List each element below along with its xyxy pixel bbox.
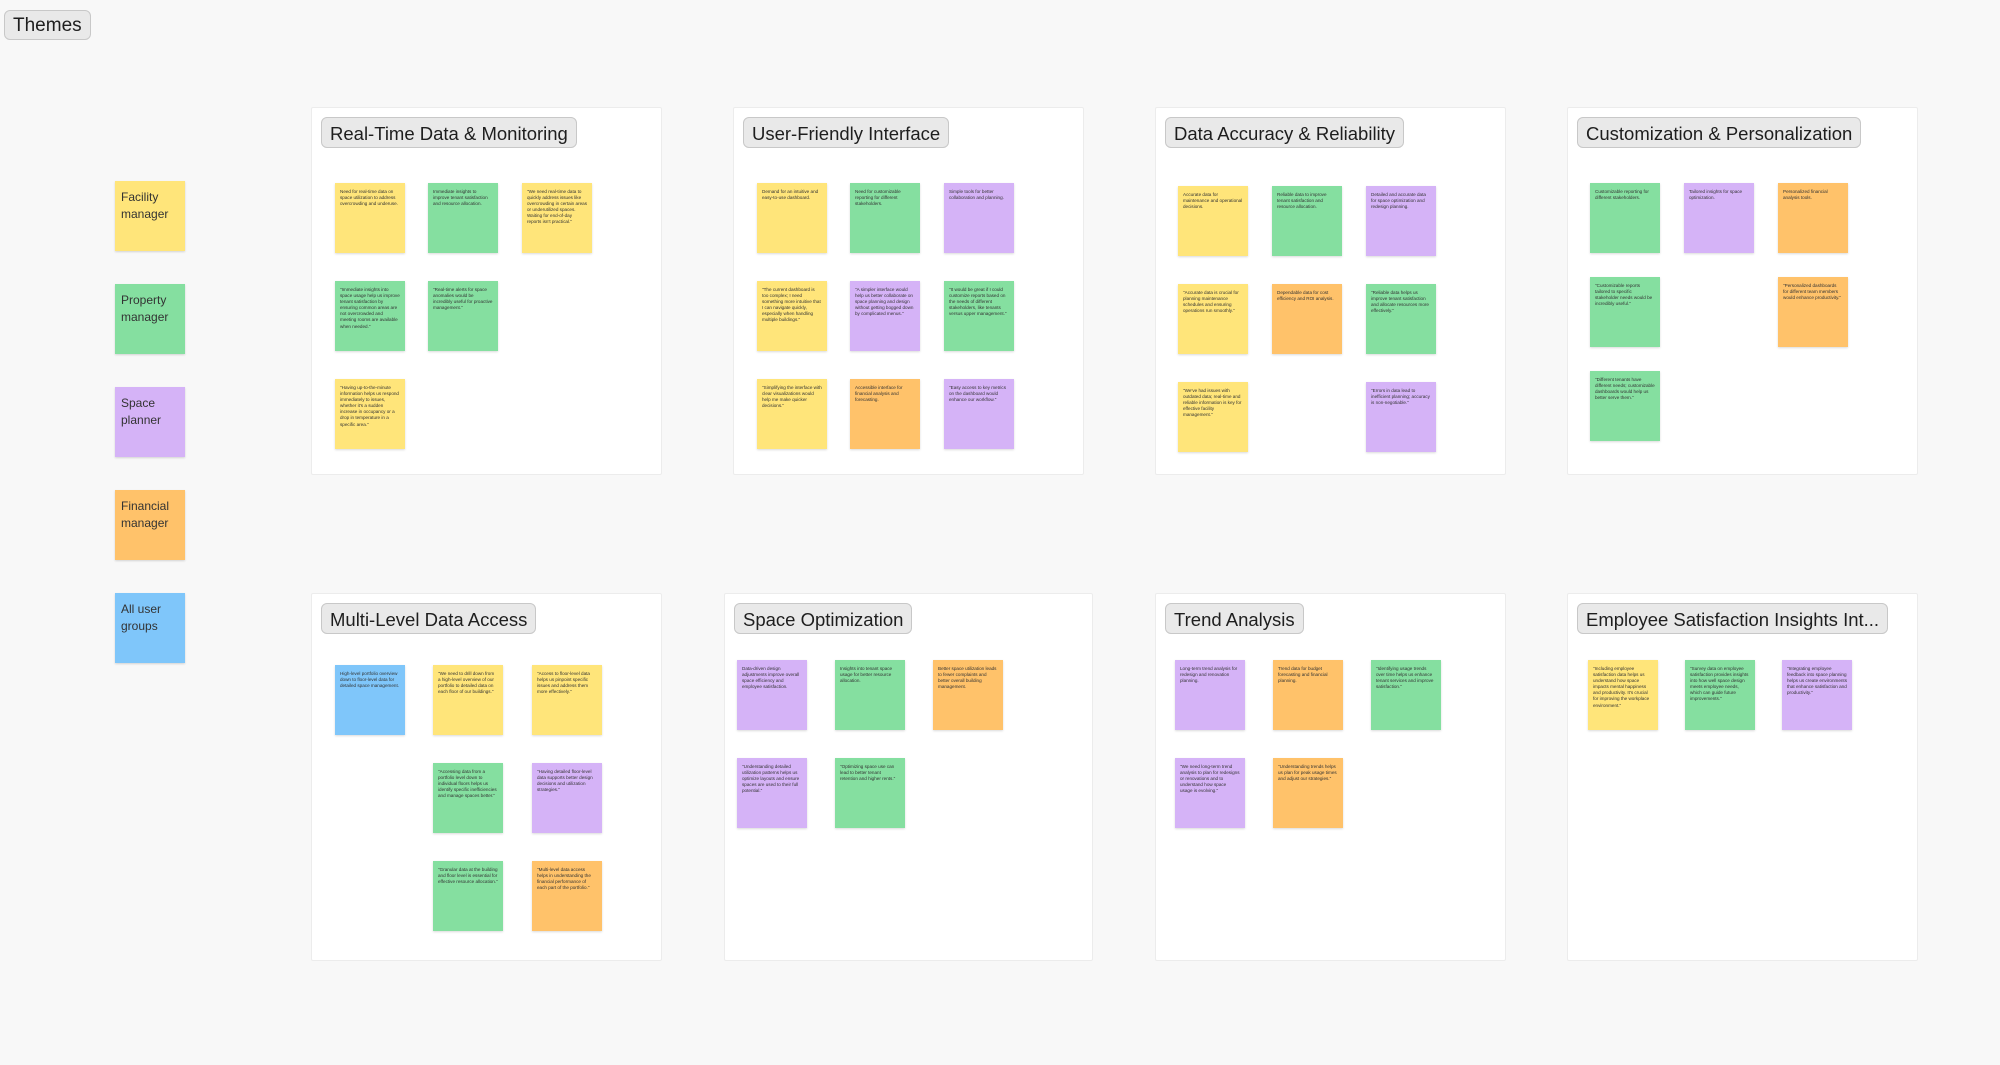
sticky-note[interactable]: "Personalized dashboards for different t…	[1778, 277, 1848, 347]
sticky-note[interactable]: "Simplifying the interface with clear vi…	[757, 379, 827, 449]
sticky-note[interactable]: "Easy access to key metrics on the dashb…	[944, 379, 1014, 449]
sticky-note[interactable]: "Accurate data is crucial for planning m…	[1178, 284, 1248, 354]
sticky-note[interactable]: "Optimizing space use can lead to better…	[835, 758, 905, 828]
sticky-note[interactable]: "Customizable reports tailored to specif…	[1590, 277, 1660, 347]
sticky-note[interactable]: "Having up-to-the-minute information hel…	[335, 379, 405, 449]
sticky-note[interactable]: "Having detailed floor-level data suppor…	[532, 763, 602, 833]
sticky-note[interactable]: "We've had issues with outdated data; re…	[1178, 382, 1248, 452]
sticky-note[interactable]: Demand for an intuitive and easy-to-use …	[757, 183, 827, 253]
section-title[interactable]: Customization & Personalization	[1577, 117, 1862, 148]
sticky-note[interactable]: "Different tenants have different needs;…	[1590, 371, 1660, 441]
section-title[interactable]: User-Friendly Interface	[743, 117, 950, 148]
sticky-note[interactable]: "Reliable data helps us improve tenant s…	[1366, 284, 1436, 354]
section-title[interactable]: Real-Time Data & Monitoring	[321, 117, 577, 148]
section-trend-analysis[interactable]: Trend Analysis Long-term trend analysis …	[1155, 593, 1506, 961]
legend-note-facility-manager[interactable]: Facility manager	[115, 181, 185, 251]
sticky-note[interactable]: "Including employee satisfaction data he…	[1588, 660, 1658, 730]
sticky-note[interactable]: "Errors in data lead to inefficient plan…	[1366, 382, 1436, 452]
sticky-note[interactable]: Customizable reporting for different sta…	[1590, 183, 1660, 253]
sticky-note[interactable]: Simple tools for better collaboration an…	[944, 183, 1014, 253]
sticky-note[interactable]: Insights into tenant space usage for bet…	[835, 660, 905, 730]
page-title: Themes	[4, 10, 91, 40]
sticky-note[interactable]: Need for customizable reporting for diff…	[850, 183, 920, 253]
sticky-note[interactable]: Immediate insights to improve tenant sat…	[428, 183, 498, 253]
sticky-note[interactable]: "Real-time alerts for space anomalies wo…	[428, 281, 498, 351]
section-customization-personalization[interactable]: Customization & Personalization Customiz…	[1567, 107, 1918, 475]
sticky-note[interactable]: Tailored insights for space optimization…	[1684, 183, 1754, 253]
section-title[interactable]: Space Optimization	[734, 603, 913, 634]
sticky-note[interactable]: Trend data for budget forecasting and fi…	[1273, 660, 1343, 730]
sticky-note[interactable]: Reliable data to improve tenant satisfac…	[1272, 186, 1342, 256]
sticky-note[interactable]: "The current dashboard is too complex; I…	[757, 281, 827, 351]
sticky-note[interactable]: "It would be great if I could customize …	[944, 281, 1014, 351]
legend-note-property-manager[interactable]: Property manager	[115, 284, 185, 354]
sticky-note[interactable]: High-level portfolio overview down to fl…	[335, 665, 405, 735]
section-title[interactable]: Employee Satisfaction Insights Int...	[1577, 603, 1889, 634]
section-multi-level-data-access[interactable]: Multi-Level Data Access High-level portf…	[311, 593, 662, 961]
sticky-note[interactable]: Need for real-time data on space utiliza…	[335, 183, 405, 253]
section-title[interactable]: Data Accuracy & Reliability	[1165, 117, 1405, 148]
sticky-note[interactable]: Dependable data for cost efficiency and …	[1272, 284, 1342, 354]
section-title[interactable]: Trend Analysis	[1165, 603, 1304, 634]
sticky-note[interactable]: Accurate data for maintenance and operat…	[1178, 186, 1248, 256]
sticky-note[interactable]: Long-term trend analysis for redesign an…	[1175, 660, 1245, 730]
sticky-note[interactable]: "Survey data on employee satisfaction pr…	[1685, 660, 1755, 730]
section-data-accuracy-reliability[interactable]: Data Accuracy & Reliability Accurate dat…	[1155, 107, 1506, 475]
sticky-note[interactable]: "Integrating employee feedback into spac…	[1782, 660, 1852, 730]
sticky-note[interactable]: "Understanding trends helps us plan for …	[1273, 758, 1343, 828]
section-real-time-data-monitoring[interactable]: Real-Time Data & Monitoring Need for rea…	[311, 107, 662, 475]
legend-note-all-user-groups[interactable]: All user groups	[115, 593, 185, 663]
sticky-note[interactable]: "Immediate insights into space usage hel…	[335, 281, 405, 351]
sticky-note[interactable]: "Access to floor-level data helps us pin…	[532, 665, 602, 735]
sticky-note[interactable]: "Understanding detailed utilization patt…	[737, 758, 807, 828]
sticky-note[interactable]: Data-driven design adjustments improve o…	[737, 660, 807, 730]
section-space-optimization[interactable]: Space Optimization Data-driven design ad…	[724, 593, 1093, 961]
sticky-note[interactable]: "A simpler interface would help us bette…	[850, 281, 920, 351]
section-employee-satisfaction-insights[interactable]: Employee Satisfaction Insights Int... "I…	[1567, 593, 1918, 961]
section-title[interactable]: Multi-Level Data Access	[321, 603, 537, 634]
sticky-note[interactable]: "Granular data at the building and floor…	[433, 861, 503, 931]
sticky-note[interactable]: Detailed and accurate data for space opt…	[1366, 186, 1436, 256]
sticky-note[interactable]: "Multi-level data access helps in unders…	[532, 861, 602, 931]
sticky-note[interactable]: Personalized financial analysis tools.	[1778, 183, 1848, 253]
legend-note-financial-manager[interactable]: Financial manager	[115, 490, 185, 560]
sticky-note[interactable]: "We need long-term trend analysis to pla…	[1175, 758, 1245, 828]
sticky-note[interactable]: Better space utilization leads to fewer …	[933, 660, 1003, 730]
sticky-note[interactable]: "Identifying usage trends over time help…	[1371, 660, 1441, 730]
legend-note-space-planner[interactable]: Space planner	[115, 387, 185, 457]
section-user-friendly-interface[interactable]: User-Friendly Interface Demand for an in…	[733, 107, 1084, 475]
sticky-note[interactable]: "We need to drill down from a high-level…	[433, 665, 503, 735]
sticky-note[interactable]: "Accessing data from a portfolio level d…	[433, 763, 503, 833]
sticky-note[interactable]: "We need real-time data to quickly addre…	[522, 183, 592, 253]
sticky-note[interactable]: Accessible interface for financial analy…	[850, 379, 920, 449]
